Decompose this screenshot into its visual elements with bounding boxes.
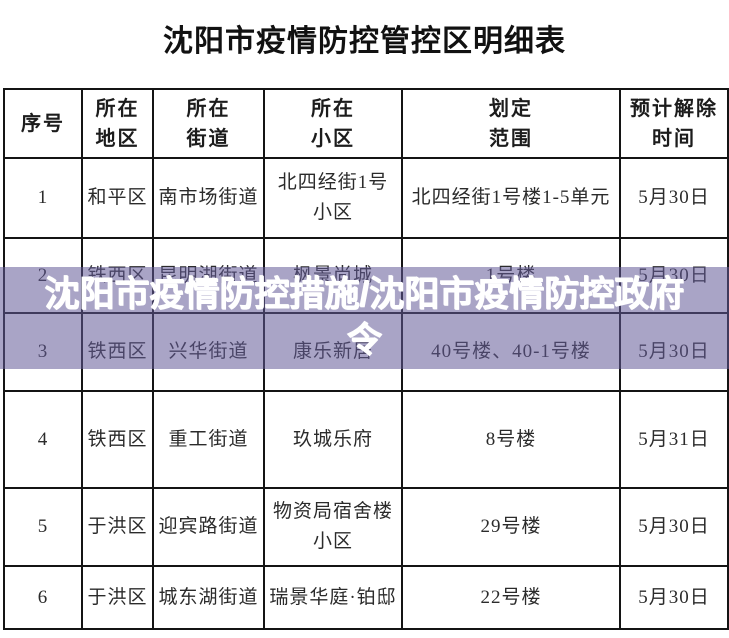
cell-scope: 22号楼 xyxy=(401,565,621,630)
cell-street: 重工街道 xyxy=(152,390,265,489)
column-header-scope: 划定 范围 xyxy=(401,88,621,159)
cell-district: 于洪区 xyxy=(81,565,154,630)
cell-release-time: 5月30日 xyxy=(619,565,729,630)
column-header-community: 所在 小区 xyxy=(263,88,403,159)
cell-community: 物资局宿舍楼 小区 xyxy=(263,487,403,567)
table-row: 6 于洪区 城东湖街道 瑞景华庭·铂邸 22号楼 5月30日 xyxy=(3,565,729,630)
column-header-street: 所在 街道 xyxy=(152,88,265,159)
cell-community: 瑞景华庭·铂邸 xyxy=(263,565,403,630)
cell-community: 北四经街1号 小区 xyxy=(263,157,403,239)
cell-district: 于洪区 xyxy=(81,487,154,567)
column-header-release-time: 预计解除 时间 xyxy=(619,88,729,159)
watermark-text-line2: 令 xyxy=(346,321,382,360)
table-row: 1 和平区 南市场街道 北四经街1号 小区 北四经街1号楼1-5单元 5月30日 xyxy=(3,157,729,239)
cell-street: 迎宾路街道 xyxy=(152,487,265,567)
cell-index: 1 xyxy=(3,157,83,239)
cell-scope: 北四经街1号楼1-5单元 xyxy=(401,157,621,239)
cell-release-time: 5月30日 xyxy=(619,487,729,567)
cell-scope: 8号楼 xyxy=(401,390,621,489)
table-header-row: 序号 所在 地区 所在 街道 所在 小区 划定 范围 预计解除 时间 xyxy=(3,88,729,159)
cell-street: 城东湖街道 xyxy=(152,565,265,630)
cell-street: 南市场街道 xyxy=(152,157,265,239)
cell-index: 4 xyxy=(3,390,83,489)
column-header-district: 所在 地区 xyxy=(81,88,154,159)
page-title: 沈阳市疫情防控管控区明细表 xyxy=(163,25,566,58)
cell-release-time: 5月30日 xyxy=(619,157,729,239)
cell-district: 和平区 xyxy=(81,157,154,239)
watermark-band: 沈阳市疫情防控措施/沈阳市疫情防控政府 令 xyxy=(0,267,729,369)
cell-scope: 29号楼 xyxy=(401,487,621,567)
cell-index: 5 xyxy=(3,487,83,567)
table-row: 4 铁西区 重工街道 玖城乐府 8号楼 5月31日 xyxy=(3,390,729,489)
cell-index: 6 xyxy=(3,565,83,630)
cell-district: 铁西区 xyxy=(81,390,154,489)
cell-release-time: 5月31日 xyxy=(619,390,729,489)
cell-community: 玖城乐府 xyxy=(263,390,403,489)
watermark-text-line1: 沈阳市疫情防控措施/沈阳市疫情防控政府 xyxy=(44,275,685,314)
column-header-index: 序号 xyxy=(3,88,83,159)
table-row: 5 于洪区 迎宾路街道 物资局宿舍楼 小区 29号楼 5月30日 xyxy=(3,487,729,567)
